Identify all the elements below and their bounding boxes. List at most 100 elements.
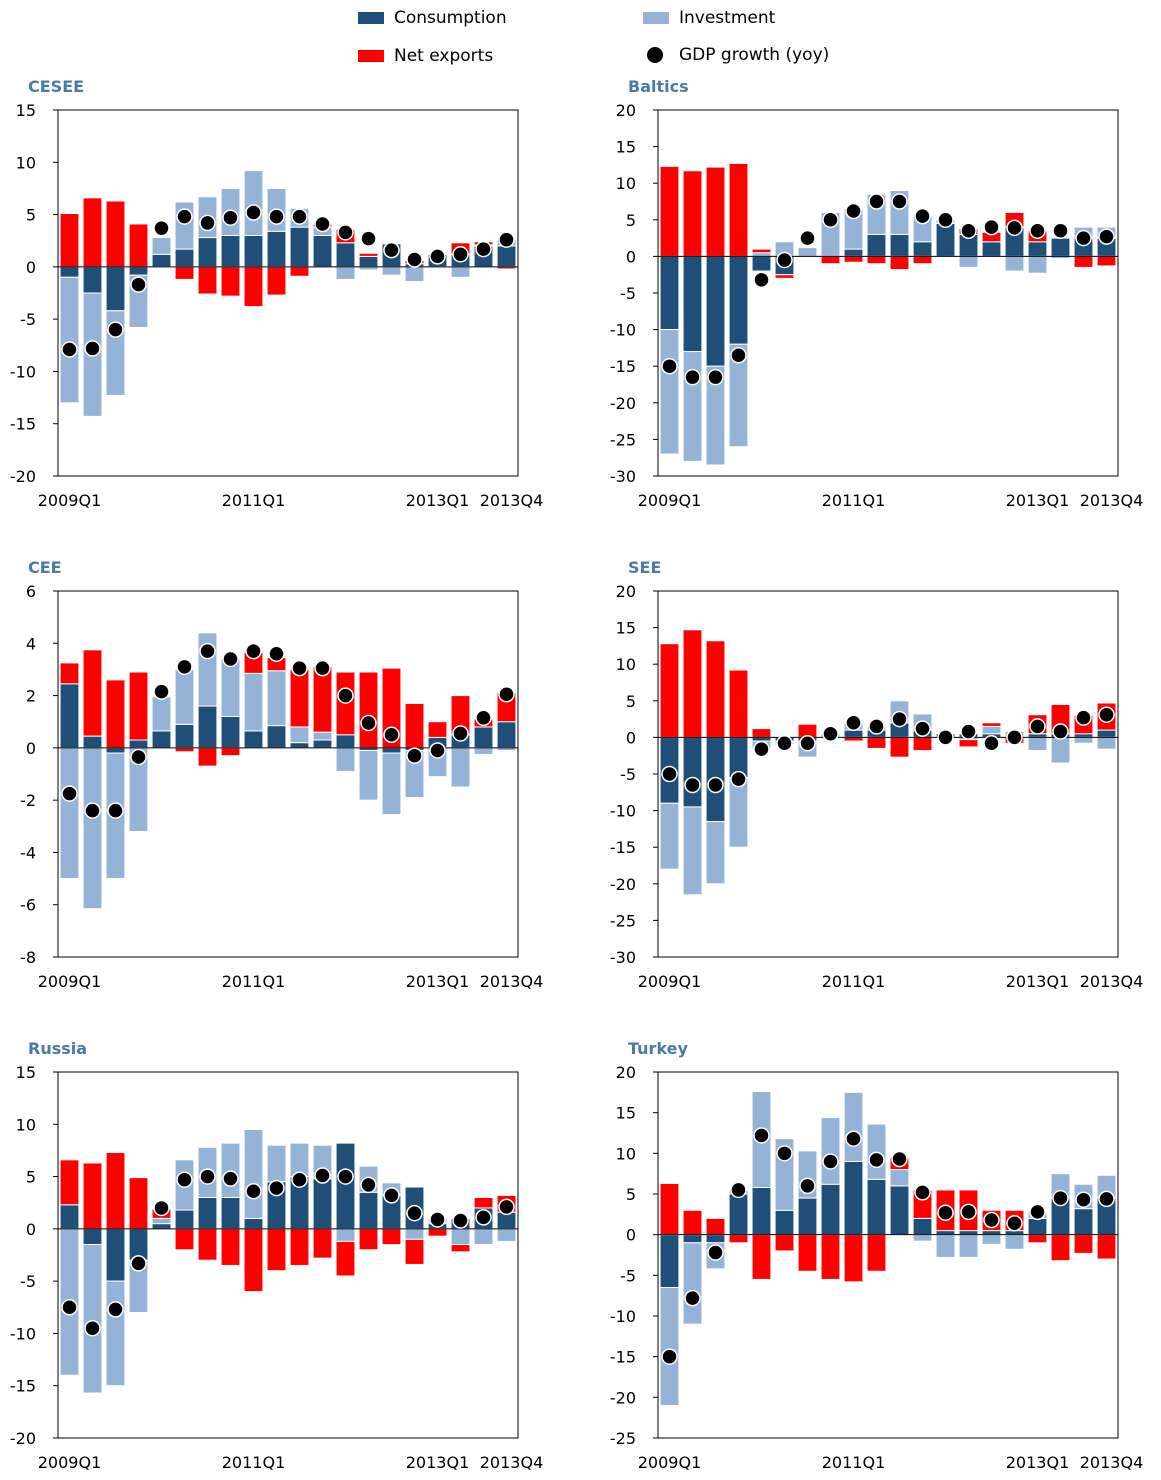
bar-investment <box>496 1228 517 1242</box>
gdp-point <box>84 802 101 819</box>
bar-investment <box>450 747 471 788</box>
gdp-point <box>1052 222 1069 240</box>
gdp-point <box>1006 219 1023 237</box>
bar-consumption <box>866 233 887 257</box>
bar-investment <box>220 658 241 717</box>
panel-title: Russia <box>28 1039 88 1058</box>
gdp-point <box>868 193 885 210</box>
bar-consumption <box>59 266 80 278</box>
chart-svg: -30 -25 -20 -15 -10 -5 0 5 10 15 20 2009Q1 2011Q1 201… <box>610 582 1144 991</box>
x-tick-label: 2013Q4 <box>1080 972 1144 991</box>
gdp-point <box>1006 729 1023 746</box>
plot-area <box>57 1071 519 1439</box>
bar-investment <box>151 1217 172 1225</box>
bar-consumption <box>105 1228 126 1282</box>
bar-consumption <box>335 1142 356 1230</box>
bar-investment <box>404 1228 425 1240</box>
gdp-point <box>799 1177 816 1195</box>
bar-net-exports <box>912 736 933 752</box>
bar-net-exports <box>843 736 864 742</box>
bar-net-exports <box>774 1234 795 1252</box>
bar-consumption <box>843 248 864 257</box>
y-tick-label: 5 <box>626 211 636 230</box>
bar-net-exports <box>728 162 749 257</box>
y-tick-label: 5 <box>626 692 636 711</box>
bar-net-exports <box>866 736 887 749</box>
gdp-point <box>822 725 839 742</box>
gdp-point <box>291 1171 308 1188</box>
y-tick-label: -15 <box>610 357 636 376</box>
bar-net-exports <box>682 629 703 738</box>
x-tick-label: 2013Q1 <box>1006 972 1070 991</box>
y-tick-label: 0 <box>626 1226 636 1245</box>
gdp-point <box>1006 1215 1023 1232</box>
bar-investment <box>1027 736 1048 752</box>
bar-investment <box>174 668 195 725</box>
bar-consumption <box>496 245 517 268</box>
gdp-point <box>199 1168 216 1185</box>
gdp-point <box>406 251 423 268</box>
bar-net-exports <box>220 266 241 297</box>
bar-net-exports <box>105 679 126 749</box>
bar-net-exports <box>889 736 910 758</box>
gdp-point <box>960 723 977 740</box>
bar-consumption <box>682 1234 703 1244</box>
bar-investment <box>450 1228 471 1246</box>
gdp-point <box>1075 709 1092 726</box>
gdp-point <box>822 1153 839 1170</box>
gdp-point <box>153 1199 170 1217</box>
bar-consumption <box>220 715 241 749</box>
y-tick-label: 0 <box>26 258 36 277</box>
bar-net-exports <box>659 1182 680 1236</box>
bar-investment <box>843 1091 864 1162</box>
panel-title: Turkey <box>628 1039 688 1058</box>
x-tick-label: 2011Q1 <box>822 491 886 510</box>
bar-consumption <box>473 726 494 749</box>
y-tick-label: 0 <box>26 739 36 758</box>
gdp-point <box>845 1130 862 1147</box>
gdp-point <box>684 776 701 794</box>
bar-investment <box>705 365 726 466</box>
bar-net-exports <box>266 266 287 296</box>
y-tick-label: -15 <box>610 838 636 857</box>
gdp-point <box>337 224 354 241</box>
bar-investment <box>659 1287 680 1406</box>
y-tick-label: -5 <box>20 1272 36 1291</box>
bar-investment <box>682 1242 703 1325</box>
gdp-point <box>153 219 170 237</box>
bar-net-exports <box>682 1209 703 1236</box>
bar-net-exports <box>358 1228 379 1251</box>
chart-legend: Consumption Investment Net exports GDP g… <box>0 0 1161 75</box>
bar-investment <box>335 747 356 772</box>
bar-consumption <box>174 1209 195 1230</box>
bar-net-exports <box>128 1177 149 1230</box>
bar-net-exports <box>312 1228 333 1259</box>
gdp-point <box>222 650 239 668</box>
bar-consumption <box>751 255 772 272</box>
y-tick-label: 0 <box>26 1220 36 1239</box>
bar-consumption <box>682 255 703 353</box>
bar-net-exports <box>866 1234 887 1272</box>
gdp-point <box>1098 1190 1115 1208</box>
y-tick-label: -10 <box>610 321 636 340</box>
y-tick-label: -5 <box>20 310 36 329</box>
bar-net-exports <box>220 1228 241 1266</box>
bar-net-exports <box>843 255 864 263</box>
x-tick-label: 2011Q1 <box>222 1453 286 1472</box>
bar-net-exports <box>174 747 195 753</box>
bar-consumption <box>358 255 379 268</box>
bar-net-exports <box>381 274 402 277</box>
gdp-point <box>84 1319 101 1337</box>
x-tick-label: 2011Q1 <box>222 972 286 991</box>
gdp-point <box>452 246 469 263</box>
gdp-point <box>475 1209 492 1226</box>
gdp-point <box>661 357 678 375</box>
y-tick-label: -20 <box>610 394 636 413</box>
bar-net-exports <box>358 671 379 749</box>
gdp-point <box>314 1167 331 1184</box>
gdp-point <box>130 276 147 293</box>
bar-consumption <box>197 1196 218 1230</box>
bar-investment <box>1050 736 1071 764</box>
bar-investment <box>912 1234 933 1242</box>
bar-consumption <box>243 234 264 268</box>
